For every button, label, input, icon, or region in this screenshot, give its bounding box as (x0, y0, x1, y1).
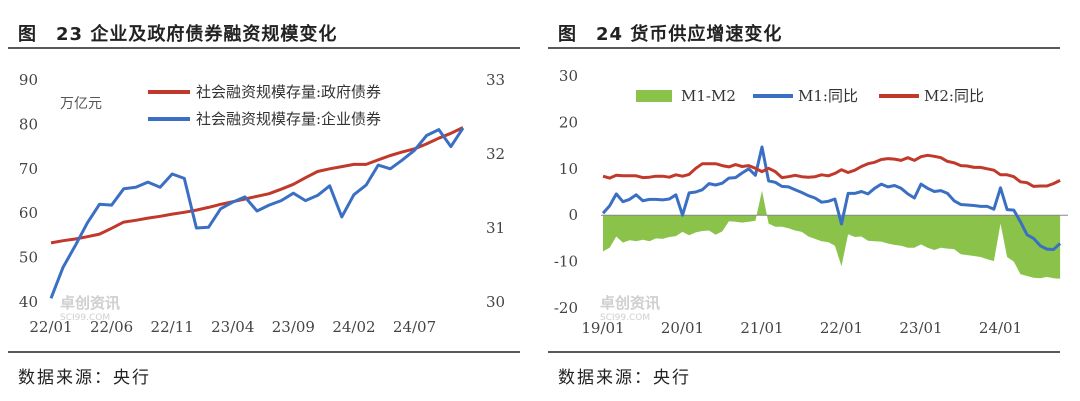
x-tick-label: 24/02 (332, 318, 375, 336)
y-right-tick-label: 32 (486, 145, 505, 163)
legend-label: M2:同比 (924, 87, 984, 105)
chart-title: 图 24 货币供应增速变化 (558, 24, 783, 45)
watermark-text: 卓创资讯 (60, 294, 120, 312)
chart-title: 图 23 企业及政府债券融资规模变化 (18, 24, 338, 45)
x-tick-label: 23/09 (272, 318, 315, 336)
line-area-chart-money-supply: 卓创资讯 SCI99.COM -20 -10 0 10 20 30 19/01 20/01 21… (548, 47, 1068, 353)
chart-panel-left: 图 23 企业及政府债券融资规模变化 万亿元 卓创资讯 SCI99.COM 40… (8, 0, 528, 401)
series-line-1 (601, 145, 1062, 251)
legend-label: M1:同比 (798, 87, 858, 105)
x-tick-label: 22/01 (820, 319, 863, 337)
y-right-tick-label: 30 (486, 293, 505, 311)
y-tick-label: 10 (559, 160, 578, 178)
y-left-tick-label: 60 (19, 204, 38, 222)
watermark-text: 卓创资讯 (600, 294, 660, 312)
x-tick-label: 23/01 (899, 319, 942, 337)
x-tick-label: 20/01 (661, 319, 704, 337)
x-tick-label: 19/01 (581, 319, 624, 337)
axis-ticks: 40 50 60 70 80 90 30 31 32 33 22/01 22/06 22/11 23/04… (19, 71, 505, 336)
x-tick-label: 21/01 (740, 319, 783, 337)
legend: M1-M2 M1:同比 M2:同比 (636, 87, 984, 105)
y-left-tick-label: 50 (19, 249, 38, 267)
series-line-0 (50, 126, 464, 245)
watermark-sub: SCI99.COM (600, 313, 650, 323)
y-tick-label: 30 (559, 67, 578, 85)
series-lines (49, 126, 465, 299)
x-tick-label: 24/07 (393, 318, 436, 336)
unit-label: 万亿元 (60, 96, 102, 112)
x-tick-label: 22/01 (29, 318, 72, 336)
legend-label: 社会融资规模存量:企业债券 (196, 110, 381, 128)
watermark-sub: SCI99.COM (60, 313, 110, 323)
series-line-2 (602, 153, 1061, 188)
y-tick-label: 20 (559, 113, 578, 131)
y-left-tick-label: 80 (19, 115, 38, 133)
legend-swatch (636, 90, 672, 102)
legend-label: M1-M2 (681, 87, 736, 105)
x-tick-label: 22/06 (90, 318, 133, 336)
y-right-tick-label: 33 (486, 71, 505, 89)
y-tick-label: -10 (554, 253, 578, 271)
series-lines (601, 145, 1062, 251)
x-tick-label: 22/11 (151, 318, 194, 336)
chart-panel-right: 图 24 货币供应增速变化 卓创资讯 SCI99.COM -20 -10 0 10 20… (548, 0, 1068, 401)
y-tick-label: 0 (568, 206, 578, 224)
axis-ticks: -20 -10 0 10 20 30 19/01 20/01 21/01 22/01 23/01 24… (554, 67, 1068, 337)
series-area-m1-m2 (603, 190, 1061, 279)
series-area (603, 190, 1061, 279)
x-tick-label: 23/04 (211, 318, 254, 336)
y-left-tick-label: 40 (19, 293, 38, 311)
y-tick-label: -20 (554, 299, 578, 317)
watermark: 卓创资讯 SCI99.COM (600, 294, 660, 323)
series-line-1 (49, 127, 465, 299)
y-left-tick-label: 90 (19, 71, 38, 89)
data-source: 数据来源：央行 (18, 368, 151, 388)
watermark: 卓创资讯 SCI99.COM (60, 294, 120, 323)
y-right-tick-label: 31 (486, 219, 505, 237)
data-source: 数据来源：央行 (558, 368, 691, 388)
y-left-tick-label: 70 (19, 160, 38, 178)
line-chart-bonds: 万亿元 卓创资讯 SCI99.COM 40 50 60 70 80 90 30 31 32 33 2… (8, 47, 520, 353)
legend-label: 社会融资规模存量:政府债券 (196, 83, 381, 101)
x-tick-label: 24/01 (979, 319, 1022, 337)
